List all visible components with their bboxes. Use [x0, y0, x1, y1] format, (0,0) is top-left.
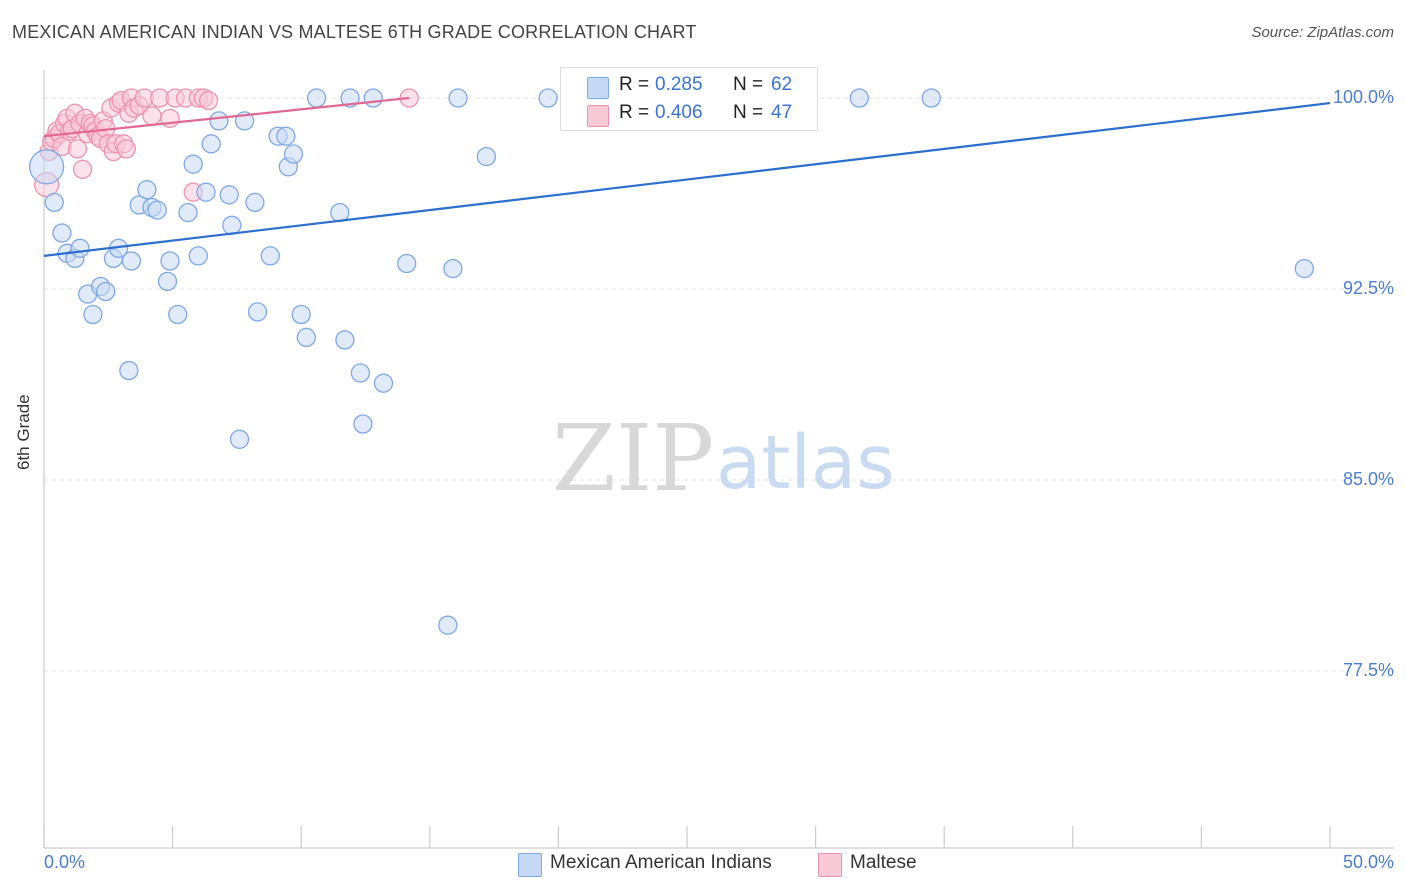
- mexican-american-indians-point: [52, 223, 72, 243]
- mexican-american-indians-point: [340, 88, 360, 108]
- mexican-american-indians-point: [397, 253, 417, 274]
- y-axis-label-wrap: 6th Grade: [14, 394, 34, 470]
- mexican-american-indians-point: [438, 615, 458, 635]
- mexican-american-indians-point: [260, 246, 280, 266]
- stats-swatch-maltese: [587, 105, 609, 127]
- mexican-american-indians-point: [306, 88, 327, 108]
- mexican-american-indians-point: [121, 251, 142, 271]
- mexican-american-indians-point: [147, 200, 167, 220]
- mexican-american-indians-point: [291, 304, 311, 325]
- maltese-points: [33, 88, 419, 202]
- maltese-point: [142, 106, 162, 126]
- r-label: R =: [619, 74, 650, 95]
- watermark: ZIP atlas: [552, 405, 895, 512]
- mexican-american-indians-point: [247, 302, 268, 322]
- axes: [43, 70, 1394, 849]
- mexican-american-indians-point: [222, 215, 242, 235]
- mexican-american-indians-point: [476, 146, 497, 167]
- r-value-maltese: 0.406: [655, 102, 703, 123]
- stats-swatch-mexican: [587, 77, 609, 99]
- mexican-american-indians-point: [849, 88, 869, 108]
- x-tick-label-min: 0.0%: [44, 852, 86, 872]
- legend-label-maltese: Maltese: [850, 852, 917, 873]
- mexican-american-indians-point: [296, 327, 316, 348]
- maltese-point: [198, 90, 219, 111]
- maltese-point: [67, 139, 88, 159]
- y-tick-label: 92.5%: [1342, 278, 1394, 298]
- mexican-american-indians-point: [538, 88, 558, 108]
- mexican-american-indians-point: [178, 202, 198, 223]
- mexican-american-indians-point: [1294, 258, 1314, 279]
- mexican-american-indians-point: [70, 238, 90, 258]
- n-value-maltese: 47: [771, 102, 793, 123]
- n-value-mexican: 62: [771, 74, 793, 95]
- mexican-american-indians-point: [201, 134, 221, 154]
- mexican-american-indians-point: [219, 185, 239, 205]
- mexican-american-indians-point: [229, 429, 250, 449]
- trend-line-maltese: [43, 96, 410, 138]
- mexican-american-indians-points: [28, 88, 1314, 635]
- trend-lines: [43, 96, 1331, 257]
- mexican-american-indians-point: [83, 304, 103, 325]
- y-tick-label: 85.0%: [1342, 469, 1394, 489]
- legend-label-mexican: Mexican American Indians: [550, 852, 772, 873]
- mexican-american-indians-point: [335, 330, 355, 350]
- y-axis-label: 6th Grade: [14, 394, 33, 470]
- maltese-point: [116, 139, 136, 159]
- mexican-american-indians-point: [209, 111, 229, 131]
- legend-swatch-maltese: [818, 853, 842, 877]
- mexican-american-indians-point: [96, 281, 116, 302]
- y-tick-label: 100.0%: [1332, 87, 1394, 107]
- mexican-american-indians-point: [188, 246, 208, 266]
- mexican-american-indians-point: [373, 373, 394, 393]
- n-label: N =: [733, 74, 764, 95]
- mexican-american-indians-point: [448, 88, 468, 108]
- watermark-atlas: atlas: [716, 420, 895, 506]
- mexican-american-indians-point: [157, 271, 178, 292]
- r-label: R =: [619, 102, 650, 123]
- y-tick-label: 77.5%: [1342, 660, 1394, 680]
- n-label: N =: [733, 102, 764, 123]
- legend-swatch-mexican: [518, 853, 542, 877]
- chart-title: MEXICAN AMERICAN INDIAN VS MALTESE 6TH G…: [12, 22, 697, 42]
- mexican-american-indians-point: [350, 363, 371, 383]
- mexican-american-indians-point: [283, 144, 304, 164]
- maltese-point: [72, 159, 93, 179]
- mexican-american-indians-point: [28, 149, 65, 185]
- mexican-american-indians-point: [183, 154, 203, 174]
- mexican-american-indians-point: [276, 126, 296, 146]
- mexican-american-indians-point: [443, 258, 463, 279]
- mexican-american-indians-point: [44, 192, 64, 213]
- r-value-mexican: 0.285: [655, 74, 703, 95]
- mexican-american-indians-point: [119, 360, 139, 381]
- mexican-american-indians-point: [921, 88, 941, 108]
- mexican-american-indians-point: [353, 414, 373, 434]
- mexican-american-indians-point: [363, 88, 383, 108]
- mexican-american-indians-point: [137, 180, 157, 200]
- trend-line-mexican-american-indians: [43, 102, 1331, 257]
- x-tick-label-max: 50.0%: [1342, 852, 1394, 872]
- grid-lines: [44, 97, 1394, 672]
- mexican-american-indians-point: [160, 251, 180, 271]
- mexican-american-indians-point: [245, 192, 265, 213]
- watermark-zip: ZIP: [552, 405, 714, 512]
- mexican-american-indians-point: [196, 182, 216, 202]
- chart-source: Source: ZipAtlas.com: [1251, 24, 1394, 41]
- correlation-stats-box: R = 0.285 N = 62 R = 0.406 N = 47: [560, 67, 818, 131]
- mexican-american-indians-point: [168, 304, 188, 325]
